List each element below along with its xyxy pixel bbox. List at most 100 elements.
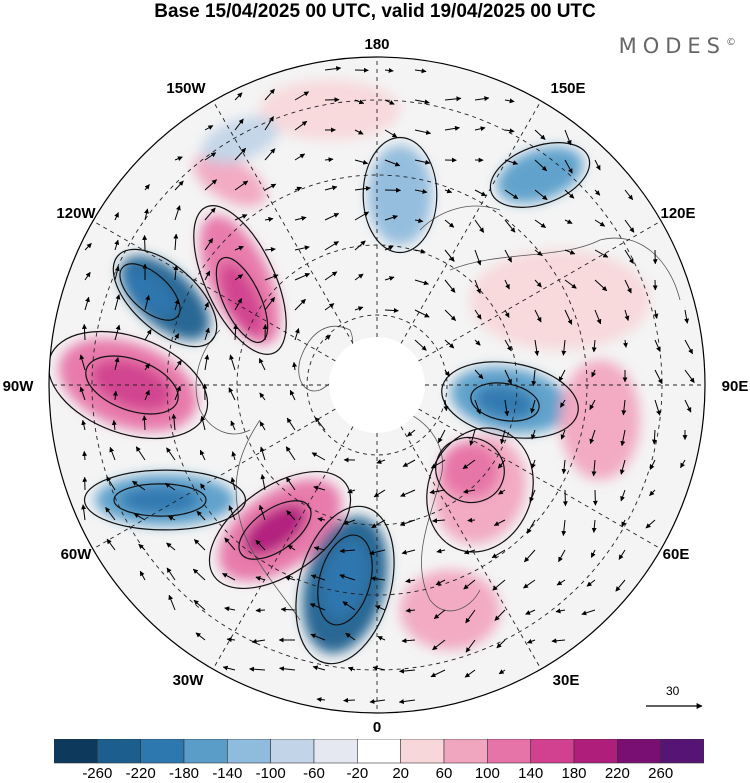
contour-line: [112, 248, 218, 348]
colorbar: [54, 739, 704, 764]
wind-vector: [114, 212, 119, 221]
wind-vector: [622, 339, 628, 348]
wind-vector: [504, 339, 512, 352]
longitude-label-30w: 30W: [172, 672, 204, 689]
wind-vector: [399, 668, 416, 674]
wind-vector: [564, 189, 575, 199]
wind-vector: [144, 363, 150, 371]
wind-vector: [435, 579, 446, 586]
wind-vector: [259, 421, 266, 431]
wind-vector: [414, 159, 431, 165]
wind-vector: [234, 147, 246, 161]
colorbar-cell: [227, 739, 271, 764]
wind-vector: [314, 417, 326, 431]
wind-vector: [354, 273, 364, 281]
wind-vector: [594, 159, 601, 171]
anomaly-area: [91, 359, 173, 411]
wind-vector: [286, 417, 296, 431]
wind-vector: [564, 309, 573, 325]
wind-vector: [431, 518, 446, 524]
wind-vector: [109, 446, 116, 461]
wind-vector: [234, 118, 244, 131]
anomaly-contours: [49, 136, 591, 665]
wind-vector: [530, 429, 536, 440]
map-border: [48, 56, 706, 714]
anomaly-area: [260, 80, 400, 140]
wind-vector: [114, 239, 120, 251]
wind-vector: [280, 606, 296, 612]
meridian-line: [92, 220, 378, 386]
wind-vector: [465, 639, 476, 653]
wind-vectors: [79, 66, 695, 705]
wind-vector: [139, 570, 146, 581]
wind-vector: [398, 699, 416, 705]
wind-vector: [684, 339, 694, 355]
wind-vector: [313, 546, 326, 551]
wind-vector: [372, 665, 386, 671]
wind-vector: [534, 189, 548, 201]
wind-vector: [464, 669, 476, 678]
wind-vector: [286, 510, 296, 521]
wind-vector: [342, 601, 356, 611]
polar-cap: [329, 337, 425, 433]
wind-vector: [474, 279, 481, 294]
wind-vector: [371, 519, 386, 529]
colorbar-tick-label: 100: [474, 765, 500, 782]
wind-vector: [500, 429, 506, 445]
wind-vector: [230, 477, 236, 491]
wind-vector: [255, 576, 266, 581]
wind-vector: [497, 459, 506, 469]
wind-vector: [259, 392, 266, 401]
longitude-label-120w: 120W: [56, 205, 96, 222]
anomaly-area: [496, 146, 584, 204]
wind-vector: [193, 599, 206, 611]
colorbar-tick-label: -220: [125, 765, 156, 782]
modes-logo: MODES©: [619, 34, 736, 58]
wind-vector: [311, 452, 326, 461]
wind-vector: [620, 489, 626, 502]
wind-vector: [531, 369, 537, 387]
wind-vector: [414, 68, 427, 74]
wind-vector: [465, 609, 476, 624]
wind-vector: [498, 489, 506, 495]
wind-vector: [405, 607, 416, 613]
wind-vector: [564, 279, 577, 289]
wind-vector: [79, 354, 86, 371]
wind-vector: [384, 276, 395, 281]
wind-vector: [384, 129, 398, 138]
wind-vector: [310, 574, 326, 581]
wind-vector: [620, 429, 626, 447]
wind-vector: [534, 279, 542, 288]
wind-vector: [591, 369, 596, 378]
wind-vector: [370, 576, 386, 582]
wind-vector: [132, 480, 146, 491]
wind-vector: [264, 274, 279, 281]
wind-vector: [114, 324, 121, 341]
wind-vector: [324, 157, 334, 163]
wind-vector: [561, 459, 567, 475]
wind-vector: [564, 159, 573, 174]
wind-vector: [462, 459, 476, 470]
wind-vector: [204, 207, 216, 221]
wind-vector: [168, 594, 176, 611]
wind-vector: [174, 156, 183, 161]
wind-vector: [414, 339, 427, 351]
wind-vector: [384, 245, 394, 251]
colorbar-cell: [400, 739, 445, 764]
wind-vector: [443, 399, 449, 412]
wind-vector: [264, 246, 276, 252]
wind-vector: [653, 309, 659, 319]
wind-vector: [133, 513, 146, 521]
wind-vector: [369, 698, 386, 704]
wind-vector: [414, 309, 430, 318]
wind-vector: [433, 609, 446, 620]
wind-vector: [654, 399, 661, 416]
wind-vector: [444, 309, 457, 321]
colorbar-tick-label: -60: [303, 765, 325, 782]
wind-vector: [649, 489, 656, 496]
meridian-line: [376, 384, 542, 670]
wind-vector: [229, 354, 236, 371]
wind-vector: [654, 339, 661, 353]
wind-vector: [624, 279, 632, 294]
wind-vector: [504, 249, 512, 263]
